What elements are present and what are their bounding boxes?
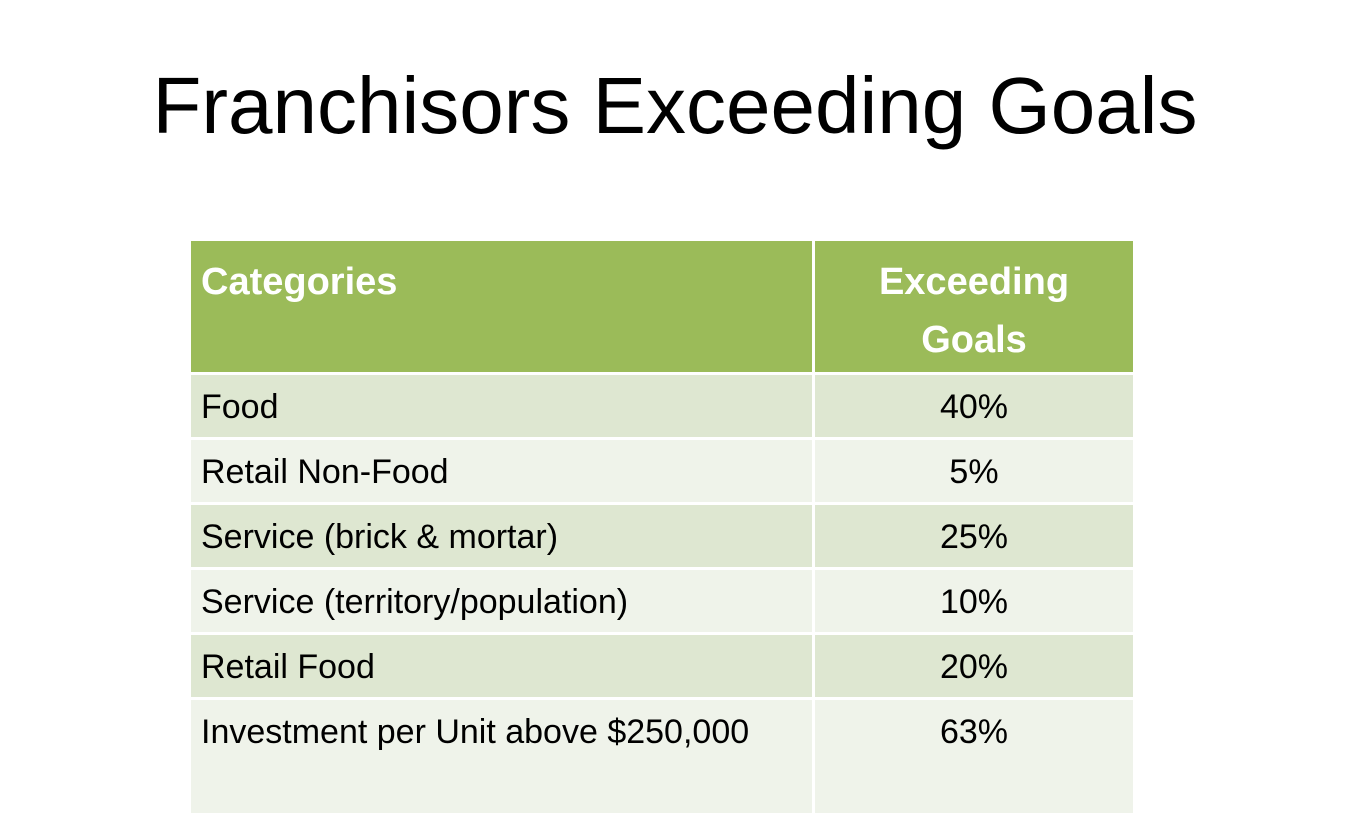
value-cell: 20% (812, 632, 1136, 700)
header-categories: Categories (188, 238, 815, 375)
table-row: Service (territory/population) 10% (188, 567, 1136, 635)
data-table-container: Categories Exceeding Goals Food 40% Reta… (188, 238, 1136, 816)
value-cell: 25% (812, 502, 1136, 570)
category-cell: Food (188, 372, 815, 440)
value-cell: 5% (812, 437, 1136, 505)
header-row: Categories Exceeding Goals (188, 238, 1136, 375)
table-body: Food 40% Retail Non-Food 5% Service (bri… (188, 372, 1136, 816)
category-cell: Investment per Unit above $250,000 (188, 697, 815, 816)
table-row: Service (brick & mortar) 25% (188, 502, 1136, 570)
table-row: Investment per Unit above $250,000 63% (188, 697, 1136, 816)
category-cell: Service (brick & mortar) (188, 502, 815, 570)
table-row: Retail Non-Food 5% (188, 437, 1136, 505)
goals-table: Categories Exceeding Goals Food 40% Reta… (188, 238, 1136, 816)
category-cell: Service (territory/population) (188, 567, 815, 635)
table-header: Categories Exceeding Goals (188, 238, 1136, 375)
table-row: Food 40% (188, 372, 1136, 440)
value-cell: 63% (812, 697, 1136, 816)
table-row: Retail Food 20% (188, 632, 1136, 700)
header-exceeding-goals: Exceeding Goals (812, 238, 1136, 375)
slide-title: Franchisors Exceeding Goals (152, 61, 1198, 150)
category-cell: Retail Non-Food (188, 437, 815, 505)
value-cell: 40% (812, 372, 1136, 440)
value-cell: 10% (812, 567, 1136, 635)
category-cell: Retail Food (188, 632, 815, 700)
